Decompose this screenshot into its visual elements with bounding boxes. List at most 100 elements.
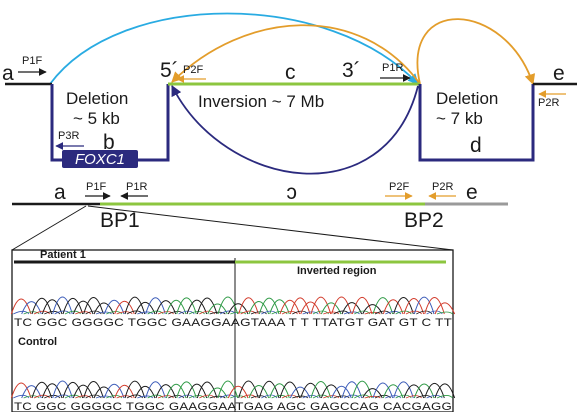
- peak-c: [331, 385, 352, 399]
- peak-t: [289, 297, 311, 315]
- deletion-1-size: ~ 5 kb: [73, 109, 120, 128]
- rearranged-p2f-label: P2F: [389, 181, 409, 193]
- five-prime-label: 5´: [160, 59, 179, 82]
- top-label-d: d: [470, 134, 482, 157]
- peak-g: [41, 383, 63, 399]
- top-schematic: FOXC1 a b c d e 5´ 3´ Deletion ~ 5 kb De…: [2, 12, 577, 175]
- orange-arc-upper: [416, 18, 536, 86]
- rearranged-label-a: a: [54, 181, 66, 204]
- peak-a: [258, 297, 280, 315]
- peak-c: [21, 385, 42, 399]
- rearranged-label-e: e: [466, 181, 478, 204]
- peak-g: [238, 380, 259, 399]
- control-sequence: TC GGC GGGGC TGGC GAAGGAATGAG AGC GAGCCA…: [14, 401, 452, 412]
- peak-a: [382, 384, 404, 399]
- peak-t: [310, 296, 332, 315]
- peak-t: [403, 297, 425, 315]
- peak-c: [341, 381, 363, 399]
- peak-g: [403, 384, 425, 399]
- primer-p1f-label: P1F: [22, 55, 42, 67]
- chromatogram-panel: Patient 1 Inverted region TC GGC GGGGC T…: [10, 249, 456, 412]
- peak-t: [114, 300, 135, 315]
- peak-g: [320, 384, 342, 399]
- inverted-region-label: Inverted region: [297, 265, 377, 277]
- primer-p2r-label: P2R: [538, 97, 559, 109]
- peak-a: [310, 381, 332, 399]
- orange-arc-lower: [171, 24, 421, 85]
- peak-g: [62, 381, 84, 399]
- primer-p2f-label: P2F: [183, 64, 203, 76]
- deletion-2-size: ~ 7 kb: [436, 109, 483, 128]
- peak-g: [83, 380, 104, 399]
- peak-g: [186, 383, 208, 399]
- peak-a: [320, 302, 342, 315]
- peak-g: [341, 302, 363, 315]
- peak-t: [10, 298, 32, 315]
- deletion-2-title: Deletion: [436, 89, 498, 108]
- peak-t: [331, 296, 352, 315]
- peak-t: [424, 297, 445, 315]
- peak-c: [393, 381, 414, 399]
- peak-g: [124, 296, 146, 315]
- peak-g: [31, 297, 53, 315]
- bp2-label: BP2: [404, 209, 444, 232]
- peak-g: [124, 380, 146, 399]
- inversion-label: Inversion ~ 7 Mb: [198, 92, 324, 111]
- navy-arc: [171, 85, 419, 175]
- peak-g: [434, 383, 456, 399]
- peak-c: [103, 299, 125, 315]
- three-prime-label: 3´: [342, 59, 361, 82]
- rearranged-label-c: c: [287, 181, 298, 204]
- peak-g: [196, 381, 218, 399]
- peak-g: [362, 388, 383, 399]
- rearranged-p1f-label: P1F: [86, 181, 106, 193]
- primer-p3r-label: P3R: [58, 130, 79, 142]
- peak-g: [72, 300, 94, 315]
- peak-t: [382, 299, 404, 315]
- control-trace: [10, 380, 456, 399]
- peak-g: [41, 299, 63, 315]
- peak-c: [145, 381, 166, 399]
- peak-g: [258, 380, 280, 399]
- zoom-line-right: [87, 205, 454, 251]
- peak-g: [279, 381, 301, 399]
- peak-g: [186, 299, 208, 315]
- peak-g: [424, 382, 445, 399]
- peak-t: [114, 384, 135, 399]
- peak-t: [300, 301, 321, 315]
- patient-label: Patient 1: [40, 249, 86, 261]
- shoulder-a: [436, 395, 453, 399]
- control-label: Control: [18, 336, 57, 348]
- peak-a: [165, 383, 187, 399]
- zoom-line-left: [11, 205, 87, 251]
- peak-c: [413, 296, 435, 315]
- top-label-b: b: [103, 131, 115, 154]
- peak-g: [227, 303, 249, 315]
- peak-a: [217, 296, 239, 315]
- patient-trace: [10, 296, 456, 315]
- peak-c: [52, 296, 73, 315]
- peak-c: [289, 386, 311, 399]
- peak-g: [196, 297, 218, 315]
- peak-a: [413, 383, 435, 399]
- foxc1-gene-box: [62, 150, 138, 168]
- peak-a: [207, 303, 228, 315]
- peak-a: [269, 299, 290, 315]
- peak-g: [93, 386, 115, 399]
- peak-c: [21, 301, 42, 315]
- peak-t: [227, 385, 249, 399]
- peak-a: [207, 387, 228, 399]
- peak-a: [269, 383, 290, 399]
- peak-t: [351, 296, 373, 315]
- peak-g: [300, 382, 321, 399]
- peak-a: [176, 297, 197, 315]
- peak-g: [31, 381, 53, 399]
- shoulder-a: [436, 311, 453, 315]
- foxc1-label: FOXC1: [75, 151, 125, 168]
- peak-g: [93, 302, 115, 315]
- peak-a: [176, 381, 197, 399]
- peak-g: [62, 297, 84, 315]
- top-label-e: e: [553, 62, 565, 85]
- top-label-c: c: [285, 61, 296, 84]
- peak-c: [145, 297, 166, 315]
